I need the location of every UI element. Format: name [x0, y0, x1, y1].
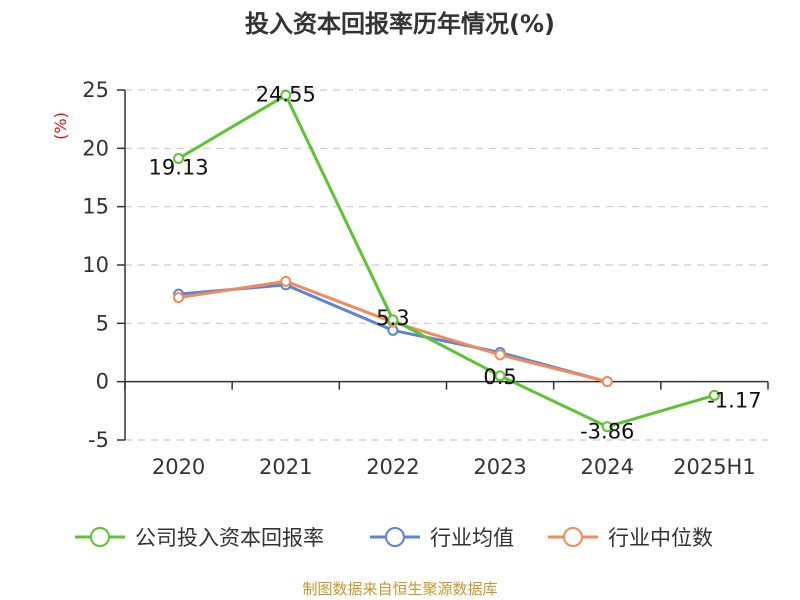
data-point — [387, 314, 399, 326]
data-point — [280, 89, 292, 101]
data-label: 24.55 — [256, 82, 316, 106]
y-tick-label: 15 — [82, 195, 109, 219]
chart-title: 投入资本回报率历年情况(%) — [245, 10, 555, 38]
y-tick-label: 25 — [82, 78, 109, 102]
data-point — [708, 389, 720, 401]
data-label: 5.3 — [376, 306, 409, 330]
series-line — [177, 93, 715, 429]
data-point — [280, 275, 292, 287]
data-point — [173, 152, 185, 164]
x-tick-label: 2025H1 — [673, 455, 756, 479]
y-axis-label: (%) — [51, 112, 70, 140]
x-tick-label: 2021 — [259, 455, 312, 479]
data-label: 0.5 — [483, 365, 516, 389]
grid-lines — [125, 89, 768, 441]
y-tick-label: 5 — [96, 311, 109, 335]
legend-label: 公司投入资本回报率 — [135, 526, 324, 550]
x-tick-label: 2020 — [152, 455, 205, 479]
y-tick-label: 10 — [82, 253, 109, 277]
y-tick-label: -5 — [88, 428, 109, 452]
legend-marker — [563, 527, 583, 547]
x-tick-label: 2023 — [473, 455, 526, 479]
data-point — [601, 421, 613, 433]
axes: -5 0 5 10 15 20 25 (%) 2020 2021 2022 2023 2024 2025H… — [51, 78, 769, 479]
legend-marker — [385, 527, 405, 547]
data-label: -1.17 — [707, 388, 761, 412]
data-label: -3.86 — [580, 420, 634, 444]
data-point — [173, 292, 185, 304]
y-tick-label: 0 — [96, 370, 109, 394]
series-layer — [173, 89, 720, 433]
y-tick-label: 20 — [82, 136, 109, 160]
legend: 公司投入资本回报率 行业均值 行业中位数 — [75, 526, 713, 550]
legend-label: 行业中位数 — [608, 526, 713, 550]
data-point — [494, 349, 506, 361]
x-tick-label: 2024 — [581, 455, 634, 479]
data-point — [494, 370, 506, 382]
legend-marker — [90, 527, 110, 547]
data-label: 19.13 — [149, 155, 209, 179]
x-tick-label: 2022 — [366, 455, 419, 479]
data-point — [601, 376, 613, 388]
source-footer: 制图数据来自恒生聚源数据库 — [302, 580, 498, 598]
data-labels: 19.13 24.55 5.3 0.5 -3.86 -1.17 — [149, 82, 762, 443]
legend-label: 行业均值 — [430, 526, 514, 550]
